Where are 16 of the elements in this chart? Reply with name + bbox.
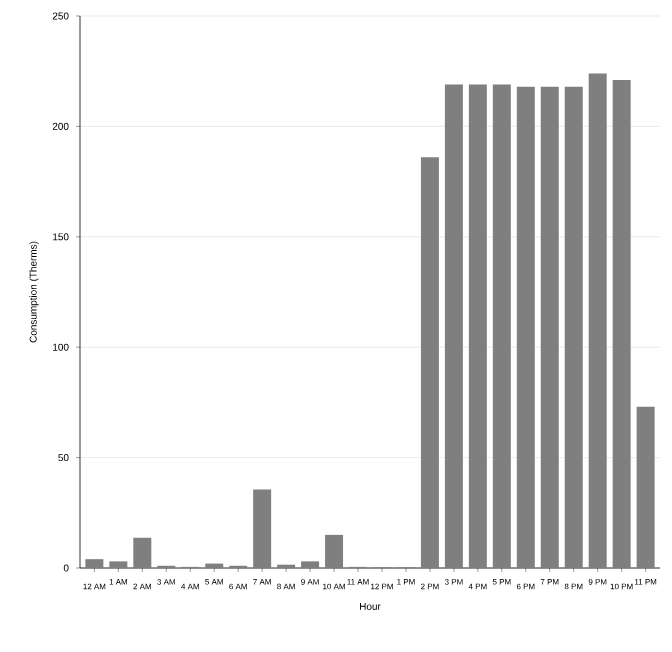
bar — [325, 534, 344, 568]
bar — [133, 537, 152, 568]
bar — [516, 86, 535, 568]
bar — [540, 86, 559, 568]
bar — [468, 84, 487, 568]
bar — [444, 84, 463, 568]
bar — [612, 80, 631, 568]
bar — [109, 561, 128, 568]
bar — [492, 84, 511, 568]
bar — [420, 157, 439, 568]
bar — [253, 489, 272, 568]
bar — [564, 86, 583, 568]
bar — [636, 406, 655, 568]
bar — [301, 561, 320, 568]
bar — [85, 559, 104, 568]
bar — [588, 73, 607, 568]
